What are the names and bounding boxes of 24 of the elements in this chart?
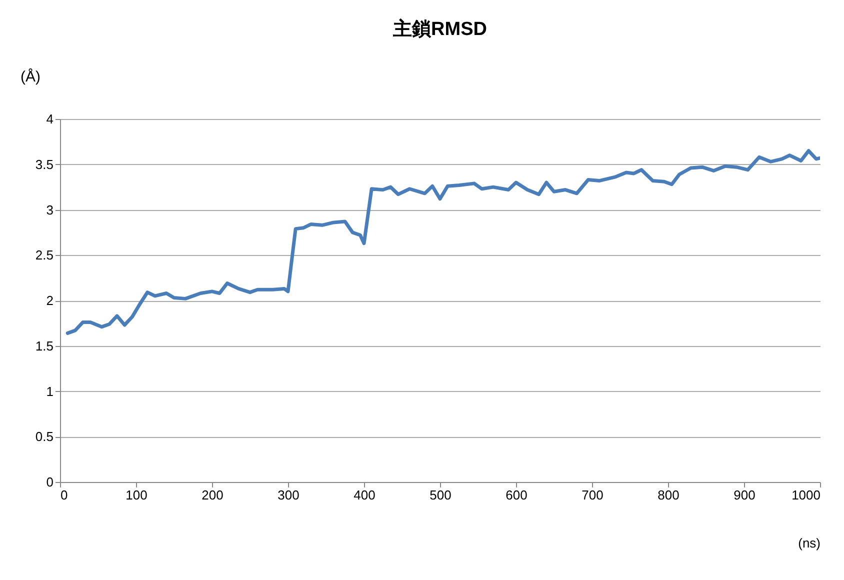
x-tick-label: 100: [126, 488, 148, 502]
x-tick-label: 400: [354, 488, 376, 502]
y-tick-label: 2.5: [35, 248, 54, 263]
x-axis-title: (ns): [798, 536, 820, 550]
y-tick-label: 1.5: [35, 338, 54, 354]
x-tick-label: 0: [60, 488, 68, 502]
line-series: [66, 149, 820, 335]
y-tick-label: 3: [46, 202, 54, 218]
y-tick-label: 0.5: [35, 429, 54, 444]
y-axis-title: (Å): [20, 68, 40, 86]
x-tick-label: 1000: [792, 488, 820, 502]
x-tick-label: 800: [658, 488, 680, 502]
y-tick-label: 3.5: [35, 156, 54, 172]
y-tick-label: 2: [46, 293, 54, 308]
chart-title: 主鎖RMSD: [392, 18, 487, 40]
y-tick-label: 4: [46, 112, 54, 126]
x-tick-label: 600: [506, 488, 528, 502]
x-tick-label: 900: [734, 488, 756, 502]
y-tick-label: 0: [46, 474, 54, 490]
y-tick-label: 1: [46, 384, 54, 399]
x-tick-label: 500: [430, 488, 452, 502]
x-tick-label: 700: [582, 488, 604, 502]
x-tick-label: 300: [278, 488, 300, 502]
x-tick-label: 200: [202, 488, 224, 502]
